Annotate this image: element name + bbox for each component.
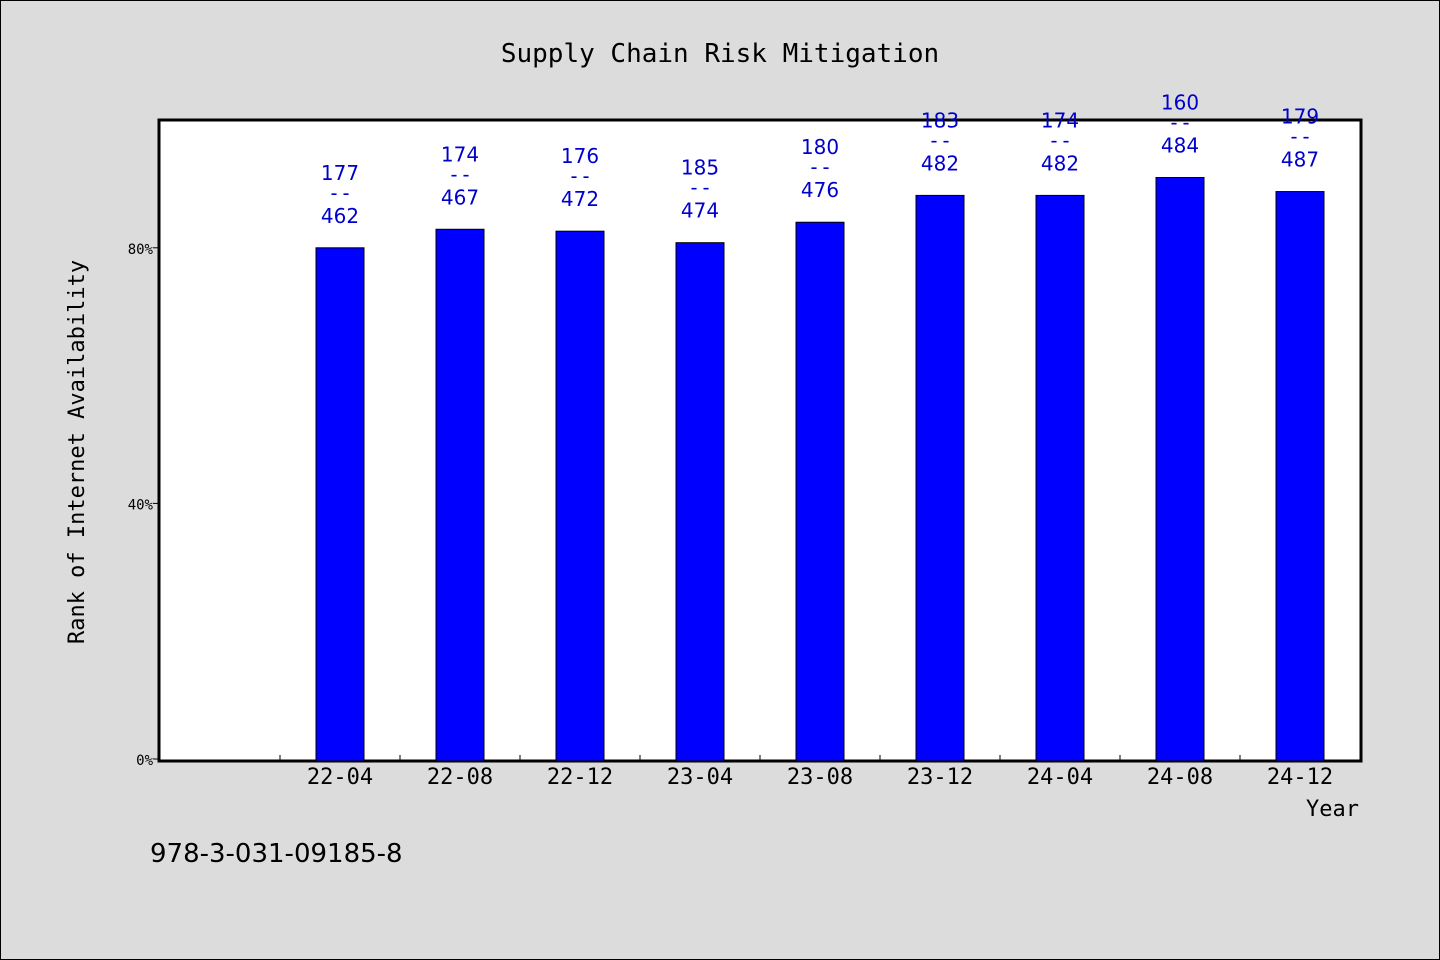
bar-label-denominator: 476 (801, 178, 839, 202)
bar (1035, 194, 1085, 762)
bar-label-denominator: 484 (1161, 134, 1199, 158)
bar-label-separator: -- (688, 176, 712, 200)
bar-label-separator: -- (568, 164, 592, 188)
bar-label-denominator: 482 (921, 151, 959, 175)
x-axis: 22-04 22-08 22-12 23-04 23-08 23-12 24-04 24-08… (279, 755, 1361, 790)
bar-label-separator: -- (448, 162, 472, 186)
x-tick-label: 22-08 (427, 765, 493, 790)
bar (1275, 191, 1325, 762)
bar-label-separator: -- (1048, 128, 1072, 152)
bar-labels-group: 177--462174--467176--472185--474180--476… (321, 91, 1319, 228)
bar-label-numerator: 179 (1281, 105, 1319, 129)
x-axis-label: Year (1306, 797, 1359, 822)
bar-label-denominator: 467 (441, 185, 479, 209)
bar-label-denominator: 462 (321, 204, 359, 228)
bar-label-numerator: 183 (921, 108, 959, 132)
bar (795, 221, 845, 762)
x-tick-label: 23-12 (907, 765, 973, 790)
bar-label-denominator: 482 (1041, 151, 1079, 175)
x-tick-label: 22-04 (307, 765, 373, 790)
bars-group (315, 177, 1325, 762)
bar (435, 228, 485, 762)
bar-label-denominator: 474 (681, 199, 719, 223)
x-tick-label: 24-08 (1147, 765, 1213, 790)
bar-label-separator: -- (928, 128, 952, 152)
bar (1155, 177, 1205, 762)
bar-label-separator: -- (328, 181, 352, 205)
y-axis: 0% 40% 80% (128, 242, 159, 769)
chart-title: Supply Chain Risk Mitigation (501, 39, 939, 69)
bar-label-numerator: 176 (561, 144, 599, 168)
x-tick-label: 22-12 (547, 765, 613, 790)
x-tick-label: 24-12 (1267, 765, 1333, 790)
y-tick-label: 80% (128, 242, 154, 258)
bar (915, 194, 965, 762)
y-tick-label: 40% (128, 497, 154, 513)
isbn-footer: 978-3-031-09185-8 (150, 839, 403, 869)
bar-label-separator: -- (1168, 111, 1192, 135)
y-tick-label: 0% (136, 753, 153, 769)
bar-label-numerator: 160 (1161, 91, 1199, 115)
bar (675, 242, 725, 762)
bar-label-numerator: 174 (441, 142, 479, 166)
x-tick-label: 23-04 (667, 765, 733, 790)
bar-label-denominator: 487 (1281, 148, 1319, 172)
bar (555, 230, 605, 762)
bar-label-numerator: 185 (681, 156, 719, 180)
bar-label-separator: -- (808, 155, 832, 179)
bar-label-numerator: 180 (801, 135, 839, 159)
bar-label-denominator: 472 (561, 187, 599, 211)
bar (315, 247, 365, 762)
bar-label-numerator: 177 (321, 161, 359, 185)
x-tick-label: 24-04 (1027, 765, 1093, 790)
y-axis-label: Rank of Internet Availability (65, 260, 90, 644)
bar-label-numerator: 174 (1041, 108, 1079, 132)
x-tick-label: 23-08 (787, 765, 853, 790)
bar-label-separator: -- (1288, 125, 1312, 149)
